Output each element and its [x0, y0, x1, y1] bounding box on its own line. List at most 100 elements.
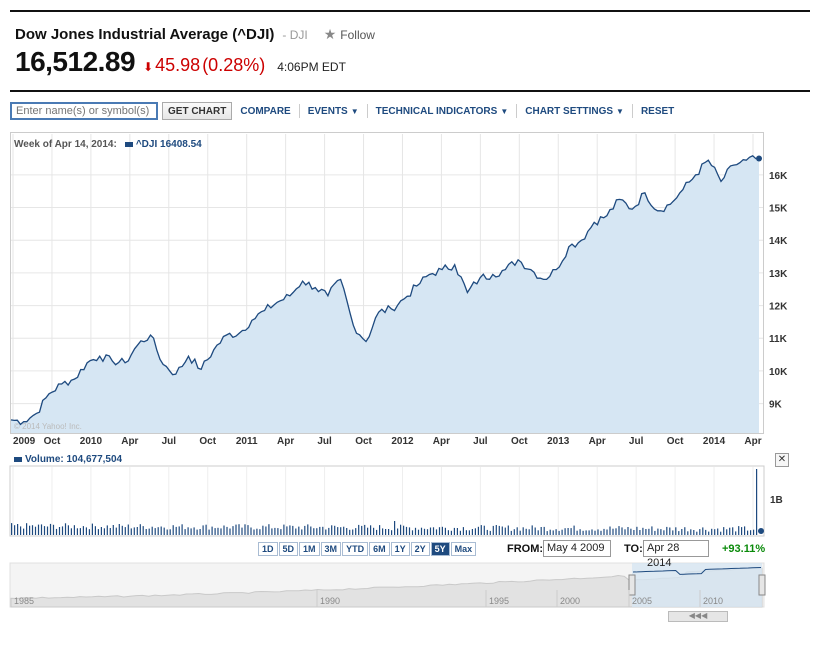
events-menu[interactable]: EVENTS ▼: [300, 106, 367, 117]
from-date-input[interactable]: May 4 2009: [543, 540, 611, 557]
volume-bar: [738, 526, 740, 535]
volume-bar: [76, 528, 78, 535]
toolbar-divider: [366, 104, 368, 118]
volume-bar: [462, 527, 464, 535]
navigator-year-label: 2010: [703, 596, 723, 606]
volume-bar: [633, 530, 635, 535]
x-tick-label: 2014: [703, 436, 726, 447]
navigator-selection[interactable]: [632, 563, 762, 607]
dji-line: [10, 155, 760, 426]
volume-bar: [337, 527, 339, 535]
volume-bar: [519, 530, 521, 535]
navigator-left-handle[interactable]: [628, 574, 636, 596]
volume-bar: [657, 528, 659, 535]
range-1m-button[interactable]: 1M: [299, 542, 320, 556]
range-5y-button[interactable]: 5Y: [430, 542, 450, 556]
get-chart-button[interactable]: GET CHART: [162, 102, 233, 120]
x-tick-label: Jul: [473, 436, 488, 447]
volume-bar: [307, 524, 309, 535]
navigator-scroll-handle[interactable]: ◀◀◀: [668, 611, 728, 622]
down-arrow-icon: ⬇: [143, 60, 154, 74]
volume-bar: [17, 524, 19, 535]
volume-bar: [109, 528, 111, 535]
volume-bar: [492, 525, 494, 535]
navigator-right-handle[interactable]: [758, 574, 766, 596]
volume-bar: [373, 527, 375, 535]
volume-bar: [459, 530, 461, 535]
volume-bar: [417, 529, 420, 535]
range-max-button[interactable]: Max: [450, 542, 477, 556]
x-tick-label: Jul: [162, 436, 177, 447]
to-date-input[interactable]: Apr 28 2014: [643, 540, 709, 569]
volume-bar: [483, 525, 485, 535]
volume-bar: [253, 529, 255, 535]
last-point-marker: [756, 155, 762, 162]
volume-frame: [9, 465, 765, 537]
volume-bar: [26, 523, 28, 535]
range-1y-button[interactable]: 1Y: [390, 542, 410, 556]
legend-swatch: [124, 142, 133, 147]
volume-bar: [486, 529, 488, 535]
chart-settings-menu[interactable]: CHART SETTINGS ▼: [517, 106, 632, 117]
volume-bar: [184, 529, 186, 535]
volume-bar: [468, 530, 470, 535]
volume-bar: [148, 528, 150, 535]
volume-bar: [534, 527, 536, 535]
volume-bar: [582, 530, 584, 535]
volume-bar: [621, 527, 623, 535]
quote-header: Dow Jones Industrial Average (^DJI) - DJ…: [15, 26, 375, 43]
range-6m-button[interactable]: 6M: [369, 542, 390, 556]
navigator-year-labels: 1985 1990 1995 2000 2005 2010: [14, 590, 723, 607]
volume-bar: [49, 523, 52, 535]
volume-bar: [498, 525, 500, 535]
price-row: 16,512.89 ⬇ 45.98 (0.28%) 4:06PM EDT: [15, 46, 346, 78]
toolbar-divider: [298, 104, 300, 118]
volume-legend: Volume: 104,677,504: [14, 454, 122, 465]
navigator-year-label: 1995: [489, 596, 509, 606]
navigator-year-label: 1990: [320, 596, 340, 606]
range-2y-button[interactable]: 2Y: [410, 542, 430, 556]
volume-tick-label: 1B: [770, 495, 783, 506]
volume-bar: [720, 531, 722, 535]
volume-bar: [672, 530, 674, 535]
follow-button[interactable]: ★ Follow: [324, 26, 375, 43]
y-tick-label: 11K: [769, 334, 788, 345]
volume-bar: [729, 527, 731, 535]
volume-bar: [181, 524, 183, 535]
range-change-percent: +93.11%: [722, 543, 766, 555]
y-tick-label: 10K: [769, 367, 788, 378]
toolbar-divider: [516, 104, 518, 118]
volume-bar: [244, 524, 246, 535]
volume-bar: [211, 526, 213, 535]
volume-bar: [361, 525, 363, 535]
volume-bar: [325, 529, 327, 535]
ticker-label: - DJI: [282, 28, 308, 42]
volume-bar: [507, 525, 509, 535]
volume-bar: [618, 526, 620, 535]
change-value: 45.98: [155, 55, 201, 75]
volume-bar: [187, 527, 189, 535]
range-3m-button[interactable]: 3M: [320, 542, 342, 556]
range-1d-button[interactable]: 1D: [258, 542, 278, 556]
symbol-search-input[interactable]: [10, 102, 158, 120]
legend-swatch: [14, 457, 22, 462]
volume-bar: [139, 524, 141, 535]
range-ytd-button[interactable]: YTD: [342, 542, 369, 556]
volume-bar: [82, 526, 84, 535]
volume-bar: [124, 527, 126, 535]
volume-bar: [624, 529, 626, 535]
volume-bar: [169, 529, 171, 535]
volume-bar: [480, 525, 482, 535]
close-volume-icon[interactable]: ✕: [775, 453, 789, 467]
volume-bar: [223, 525, 225, 535]
volume-bar: [708, 531, 710, 535]
volume-bar: [322, 526, 324, 535]
range-5d-button[interactable]: 5D: [278, 542, 299, 556]
technical-indicators-menu[interactable]: TECHNICAL INDICATORS ▼: [368, 106, 517, 117]
volume-bar: [456, 528, 458, 535]
x-tick-label: 2010: [80, 436, 103, 447]
volume-bar: [552, 530, 554, 535]
reset-button[interactable]: RESET: [633, 106, 682, 117]
compare-button[interactable]: COMPARE: [232, 106, 298, 117]
